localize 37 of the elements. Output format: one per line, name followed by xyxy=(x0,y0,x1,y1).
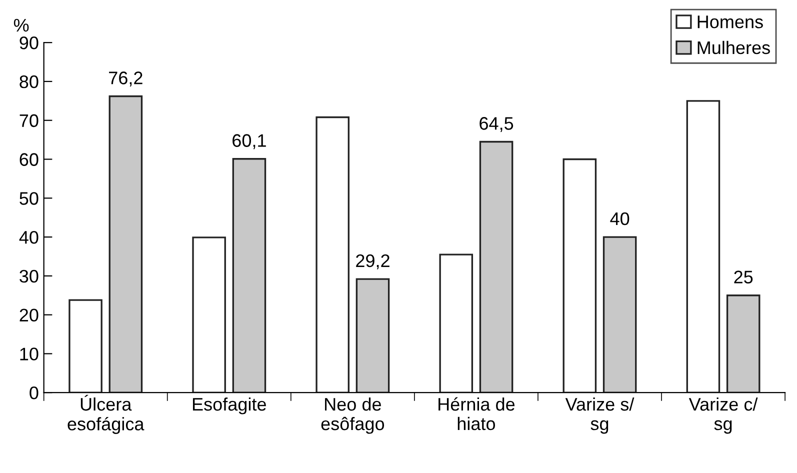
bar xyxy=(726,294,760,393)
bar xyxy=(68,299,102,393)
data-label: 29,2 xyxy=(356,254,390,270)
x-tick-label: Neo de esôfago xyxy=(321,397,384,434)
y-tick-label: 30 xyxy=(20,270,38,283)
y-tick-label: 70 xyxy=(20,114,38,128)
bar xyxy=(316,116,350,393)
data-label: 76,2 xyxy=(109,72,142,86)
bar xyxy=(108,95,143,393)
bar xyxy=(356,278,390,393)
y-tick-label: 10 xyxy=(20,348,38,360)
data-label: 25 xyxy=(734,270,753,284)
legend-label: Mulheres xyxy=(698,40,770,54)
bar xyxy=(439,254,474,393)
x-tick-label: Varize s/ sg xyxy=(565,397,634,434)
x-tick-label: Varize c/ sg xyxy=(688,397,758,434)
bar xyxy=(232,158,266,393)
bar xyxy=(562,158,597,393)
y-tick-label: 90 xyxy=(20,36,38,50)
data-label: 60,1 xyxy=(232,134,266,150)
data-label: 64,5 xyxy=(480,117,514,132)
y-tick-label: 80 xyxy=(20,75,38,88)
y-tick-label: 40 xyxy=(19,230,38,244)
bar xyxy=(192,236,226,393)
bar xyxy=(686,100,720,393)
x-tick-label: Úlcera esofágica xyxy=(68,394,144,434)
data-label: 40 xyxy=(610,212,630,226)
x-tick-label: Hérnia de hiato xyxy=(438,397,515,430)
y-tick-label: 0 xyxy=(30,386,38,400)
bar xyxy=(479,140,514,393)
y-axis-title: % xyxy=(14,18,29,32)
legend-label: Homens xyxy=(698,16,763,28)
bar xyxy=(602,236,637,393)
y-tick-label: 50 xyxy=(20,192,38,205)
y-tick-label: 20 xyxy=(20,308,38,322)
x-tick-label: Esofagite xyxy=(192,397,266,414)
y-tick-label: 60 xyxy=(20,153,38,166)
